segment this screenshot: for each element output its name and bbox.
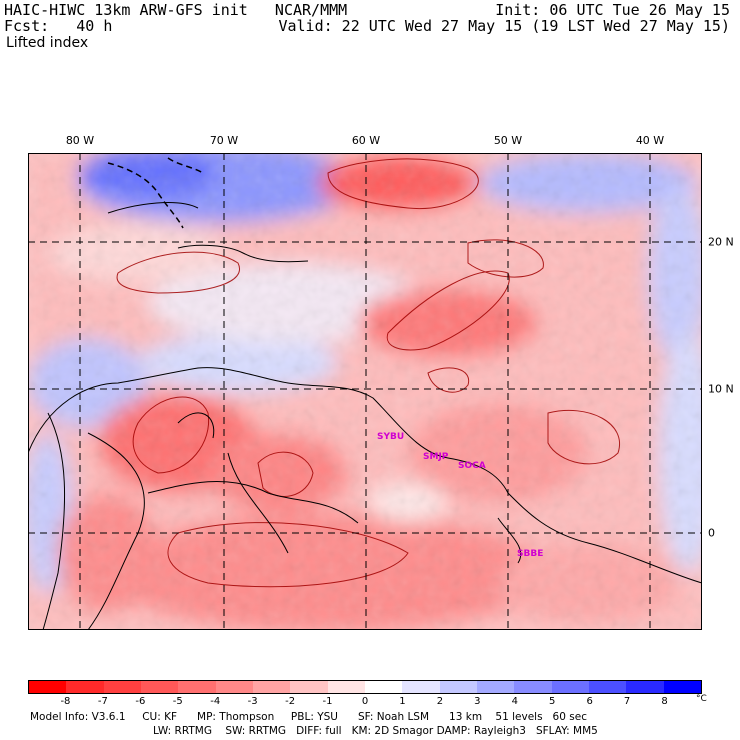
colorbar-tick-label: -8 bbox=[60, 696, 71, 707]
lon-label-60w: 60 W bbox=[351, 134, 381, 147]
lat-label-10n: 10 N bbox=[708, 382, 734, 396]
colorbar-tick-label: -1 bbox=[322, 696, 333, 707]
model-info-line1: Model Info: V3.6.1 CU: KF MP: Thompson P… bbox=[30, 711, 587, 723]
colorbar-swatch bbox=[663, 681, 701, 693]
model-info-line2: LW: RRTMG SW: RRTMG DIFF: full KM: 2D Sm… bbox=[153, 725, 598, 737]
valid-time: Valid: 22 UTC Wed 27 May 15 (19 LST Wed … bbox=[278, 17, 730, 35]
lon-label-50w: 50 W bbox=[493, 134, 523, 147]
colorbar-swatch bbox=[103, 681, 141, 693]
colorbar-tick-label: 5 bbox=[549, 696, 556, 707]
colorbar-swatch bbox=[514, 681, 552, 693]
colorbar-tick-label: -5 bbox=[172, 696, 183, 707]
colorbar-tick-label: -2 bbox=[285, 696, 296, 707]
colorbar-swatch bbox=[29, 681, 67, 693]
field-name: Lifted index bbox=[6, 35, 89, 51]
colorbar-swatch bbox=[626, 681, 664, 693]
init-time: Init: 06 UTC Tue 26 May 15 bbox=[495, 1, 730, 19]
map-frame bbox=[28, 153, 702, 630]
station-sybu: SYBU bbox=[377, 432, 405, 442]
colorbar-tick-label: -7 bbox=[97, 696, 108, 707]
lat-label-20n: 20 N bbox=[708, 235, 734, 249]
texture-layer bbox=[28, 153, 702, 630]
lon-label-70w: 70 W bbox=[209, 134, 239, 147]
colorbar-swatch bbox=[290, 681, 328, 693]
colorbar-swatch bbox=[588, 681, 627, 693]
colorbar-swatch bbox=[551, 681, 589, 693]
colorbar bbox=[28, 680, 702, 694]
colorbar-tick-label: 3 bbox=[474, 696, 481, 707]
colorbar-tick-label: -6 bbox=[135, 696, 146, 707]
colorbar-tick-label: 1 bbox=[399, 696, 406, 707]
colorbar-tick-label: 6 bbox=[586, 696, 593, 707]
colorbar-swatch bbox=[66, 681, 104, 693]
lon-label-80w: 80 W bbox=[65, 134, 95, 147]
contour-lines bbox=[116, 158, 621, 588]
model-title: HAIC-HIWC 13km ARW-GFS init NCAR/MMM bbox=[4, 1, 348, 19]
colorbar-swatch bbox=[364, 681, 403, 693]
colorbar-swatch bbox=[140, 681, 179, 693]
caribbean-islands bbox=[107, 157, 204, 229]
station-soca: SOCA bbox=[458, 461, 486, 471]
forecast-hour: Fcst: 40 h bbox=[4, 17, 113, 35]
colorbar-swatch bbox=[252, 681, 291, 693]
colorbar-tick-label: 2 bbox=[436, 696, 444, 707]
colorbar-tick-label: 0 bbox=[361, 696, 369, 707]
colorbar-swatch bbox=[215, 681, 253, 693]
colorbar-unit: °C bbox=[696, 694, 707, 704]
colorbar-swatch bbox=[476, 681, 515, 693]
lifted-index-map bbox=[28, 153, 702, 630]
colorbar-swatch bbox=[402, 681, 440, 693]
colorbar-swatch bbox=[178, 681, 216, 693]
station-sbbe: SBBE bbox=[517, 549, 544, 559]
lat-label-0: 0 bbox=[708, 526, 715, 540]
colorbar-swatch bbox=[439, 681, 477, 693]
colorbar-tick-label: 8 bbox=[661, 696, 668, 707]
colorbar-tick-label: -4 bbox=[210, 696, 221, 707]
colorbar-tick-label: 7 bbox=[623, 696, 631, 707]
graticule bbox=[28, 153, 702, 630]
colorbar-tick-label: 4 bbox=[511, 696, 518, 707]
colorbar-tick-label: -3 bbox=[247, 696, 258, 707]
colorbar-swatch bbox=[327, 681, 365, 693]
lon-label-40w: 40 W bbox=[635, 134, 665, 147]
station-smjp: SMJP bbox=[423, 452, 449, 462]
